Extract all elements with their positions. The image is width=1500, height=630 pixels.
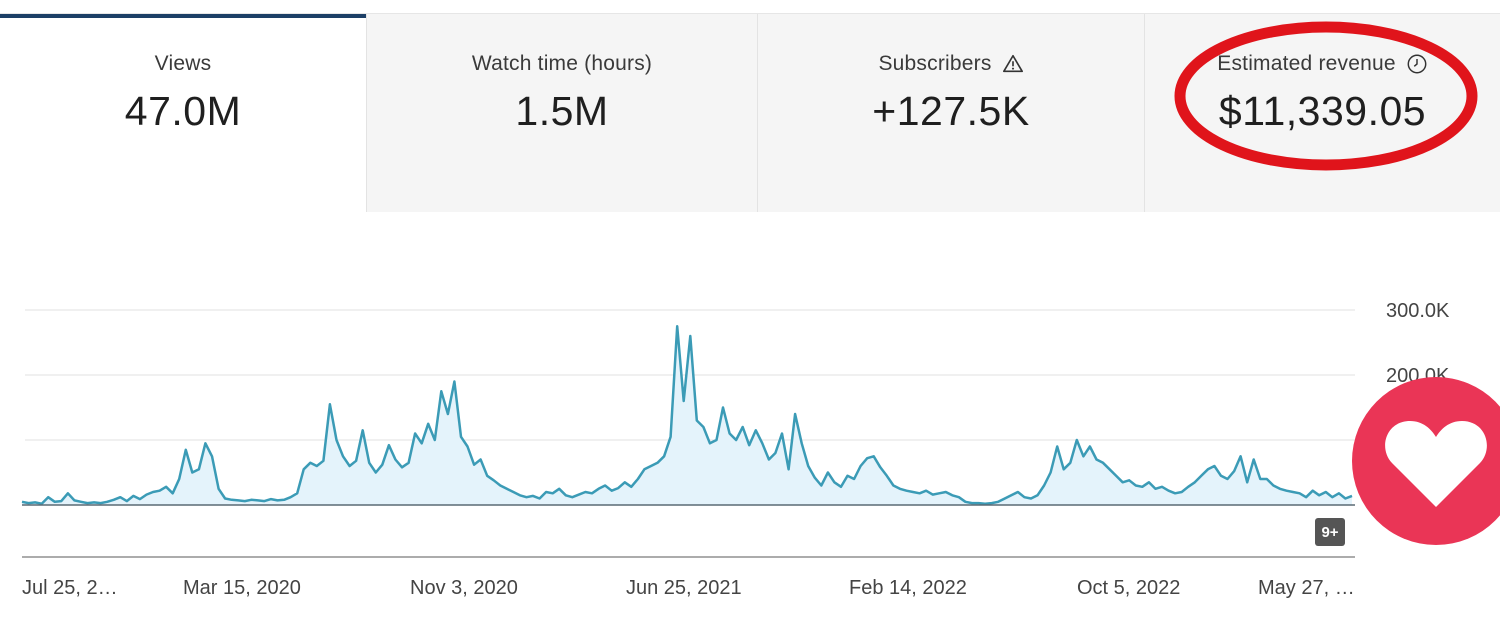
top-divider <box>0 13 1500 14</box>
tab-revenue-label: Estimated revenue <box>1217 52 1396 75</box>
y-tick-label: 300.0K <box>1386 300 1450 322</box>
x-tick-label: Nov 3, 2020 <box>410 577 518 599</box>
x-tick-label: Feb 14, 2022 <box>849 577 967 599</box>
tab-watch-time-value: 1.5M <box>515 88 609 134</box>
tab-revenue-value: $11,339.05 <box>1218 88 1427 134</box>
tab-watch-time-label: Watch time (hours) <box>471 52 653 75</box>
tab-views-value: 47.0M <box>124 88 242 134</box>
x-tick-label: Jun 25, 2021 <box>626 577 742 599</box>
heart-icon <box>1385 421 1487 507</box>
x-tick-label: May 27, … <box>1258 577 1355 599</box>
tab-estimated-revenue[interactable]: Estimated revenue $11,339.05 <box>1144 14 1500 212</box>
x-tick-label: Mar 15, 2020 <box>183 577 301 599</box>
warning-icon[interactable] <box>1002 53 1024 75</box>
x-tick-label: Jul 25, 2… <box>22 577 118 599</box>
active-tab-indicator <box>0 14 366 18</box>
tab-subscribers[interactable]: Subscribers +127.5K <box>757 14 1144 212</box>
tab-watch-time[interactable]: Watch time (hours) 1.5M <box>366 14 757 212</box>
views-chart: 300.0K 200.0K Jul 25, 2… Mar 15, 2020 Nov 3,… <box>0 215 1500 630</box>
tab-views-label: Views <box>154 52 212 75</box>
tab-subscribers-value: +127.5K <box>872 88 1030 134</box>
series-line <box>21 325 1353 505</box>
x-tick-label: Oct 5, 2022 <box>1077 577 1180 599</box>
tab-subscribers-label: Subscribers <box>878 52 992 75</box>
clock-icon[interactable] <box>1406 53 1428 75</box>
heart-button[interactable] <box>1352 377 1500 545</box>
metric-tabs: Views 47.0M Watch time (hours) 1.5M Subs… <box>0 14 1500 212</box>
notification-badge[interactable]: 9+ <box>1315 518 1345 546</box>
tab-views[interactable]: Views 47.0M <box>0 14 366 212</box>
series-area <box>22 326 1352 505</box>
